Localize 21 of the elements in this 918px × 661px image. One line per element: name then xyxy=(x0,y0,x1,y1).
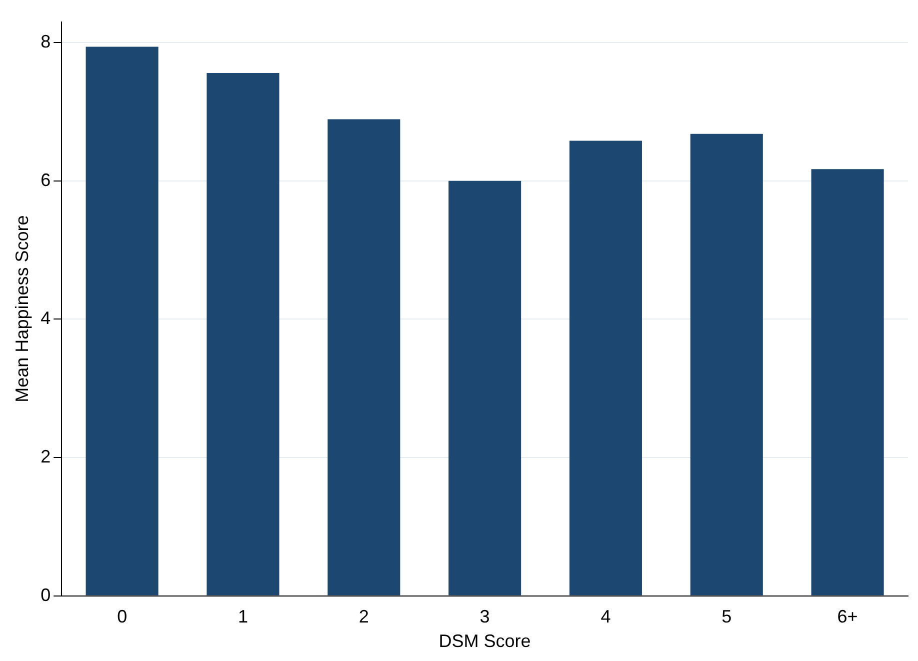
bar xyxy=(569,140,642,596)
bar xyxy=(206,72,280,596)
x-tick-label: 4 xyxy=(600,606,611,627)
x-tick-label: 2 xyxy=(358,606,369,627)
x-tick-label: 5 xyxy=(722,606,732,627)
bar xyxy=(448,180,522,596)
y-axis-title: Mean Happiness Score xyxy=(12,215,32,402)
bar xyxy=(86,46,158,596)
y-tick-label: 6 xyxy=(40,170,51,190)
x-tick-label: 6+ xyxy=(837,606,858,627)
x-tick-label: 0 xyxy=(117,606,128,627)
bar xyxy=(690,134,763,596)
x-tick-label: 3 xyxy=(480,606,490,627)
bar xyxy=(328,119,400,596)
x-tick-label: 1 xyxy=(238,606,248,627)
y-tick-label: 8 xyxy=(40,32,51,52)
bar xyxy=(811,169,884,596)
x-axis-title: DSM Score xyxy=(438,631,531,652)
y-tick-label: 4 xyxy=(40,308,51,328)
y-tick-label: 0 xyxy=(40,584,51,605)
y-tick-label: 2 xyxy=(40,446,51,466)
